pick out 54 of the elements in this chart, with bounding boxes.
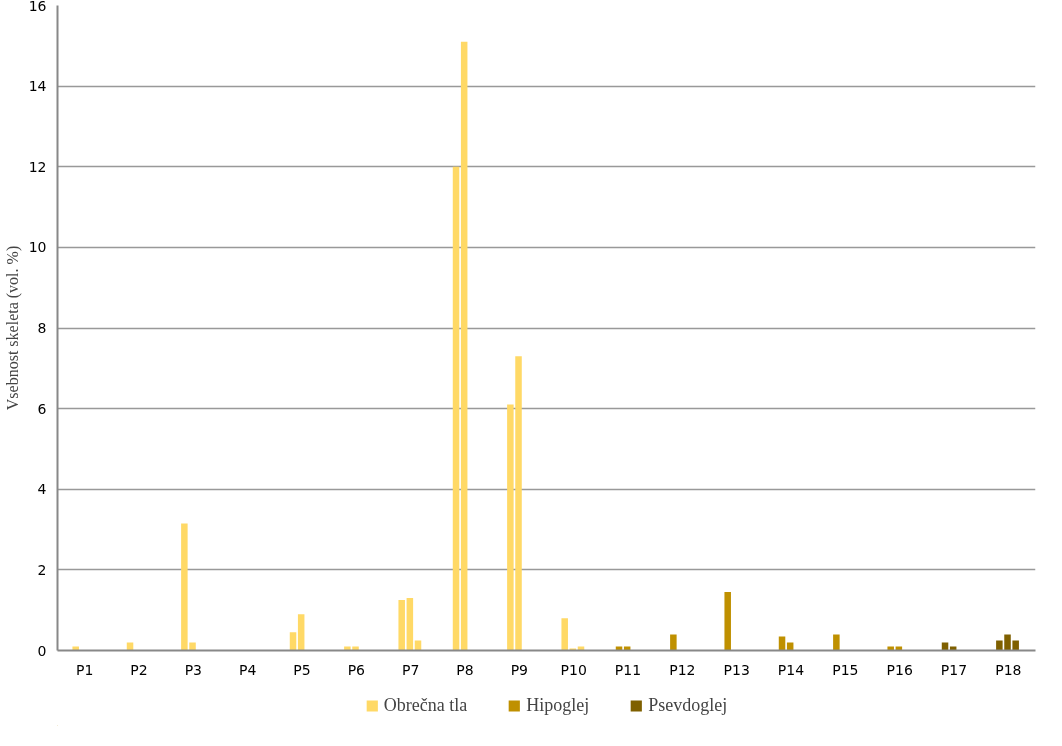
x-tick-label: P13 (723, 661, 750, 678)
x-tick-label: P7 (401, 661, 420, 678)
x-tick-label: P18 (995, 661, 1022, 678)
bar (941, 642, 949, 651)
y-tick-label: 4 (37, 481, 47, 498)
x-tick-label: P2 (130, 661, 148, 678)
bar (949, 646, 957, 651)
x-tick-label: P4 (238, 661, 257, 678)
bar (887, 646, 894, 651)
legend-label: Obrečna tla (383, 694, 468, 716)
x-tick-label: P10 (560, 661, 587, 678)
y-tick-label: 16 (28, 0, 47, 14)
bar (670, 634, 677, 651)
bar (460, 41, 468, 651)
bar (72, 646, 79, 651)
x-tick-label: P16 (886, 661, 913, 678)
bar (895, 646, 903, 651)
legend-label: Psevdoglej (648, 694, 728, 716)
x-tick-label: P6 (347, 661, 366, 678)
x-tick-label: P14 (777, 661, 805, 678)
x-tick-label: P11 (614, 661, 642, 678)
x-tick-label: P17 (940, 661, 968, 678)
y-tick-label: 8 (37, 320, 47, 336)
y-tick-label: 12 (28, 158, 47, 175)
bar (833, 634, 840, 651)
x-tick-label: P15 (832, 661, 859, 678)
bar (561, 618, 568, 651)
y-axis-title: Vsebnost skeleta (vol. %) (3, 245, 22, 411)
bar (786, 642, 794, 651)
bar (126, 642, 134, 651)
x-tick-label: P3 (184, 661, 203, 678)
x-tick-label: P12 (669, 661, 696, 678)
x-tick-label: P8 (456, 661, 474, 678)
bar (452, 166, 460, 651)
y-tick-label: 0 (37, 642, 47, 659)
y-tick-label: 6 (37, 400, 47, 417)
y-tick-label: 14 (28, 78, 47, 95)
bar (289, 632, 297, 651)
legend-label: Hipoglej (526, 694, 590, 716)
bar (414, 640, 422, 651)
bar (297, 614, 305, 651)
x-tick-label: P5 (293, 661, 311, 678)
bar (398, 600, 405, 651)
bar (778, 636, 786, 651)
bar (577, 646, 585, 651)
x-tick-label: P1 (75, 661, 94, 678)
bar (406, 598, 414, 651)
bar (623, 646, 631, 651)
bar (569, 648, 577, 651)
bar (615, 646, 623, 651)
x-tick-label: P9 (510, 661, 529, 678)
y-tick-label: 2 (37, 561, 47, 578)
bar (724, 592, 731, 651)
y-tick-label: 10 (28, 239, 47, 256)
